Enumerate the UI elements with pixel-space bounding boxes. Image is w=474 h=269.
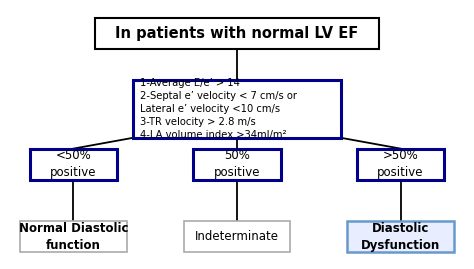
FancyBboxPatch shape: [347, 221, 454, 252]
Text: 50%
positive: 50% positive: [214, 149, 260, 179]
Text: Indeterminate: Indeterminate: [195, 230, 279, 243]
FancyBboxPatch shape: [95, 18, 379, 49]
FancyBboxPatch shape: [20, 221, 127, 252]
Text: <50%
positive: <50% positive: [50, 149, 97, 179]
Text: Diastolic
Dysfunction: Diastolic Dysfunction: [361, 222, 440, 252]
FancyBboxPatch shape: [184, 221, 290, 252]
FancyBboxPatch shape: [133, 80, 341, 138]
FancyBboxPatch shape: [193, 148, 281, 180]
FancyBboxPatch shape: [356, 148, 444, 180]
Text: >50%
positive: >50% positive: [377, 149, 424, 179]
FancyBboxPatch shape: [29, 148, 117, 180]
Text: Normal Diastolic
function: Normal Diastolic function: [18, 222, 128, 252]
Text: 1-Average E/e’ > 14
2-Septal e’ velocity < 7 cm/s or
Lateral e’ velocity <10 cm/: 1-Average E/e’ > 14 2-Septal e’ velocity…: [140, 77, 297, 140]
Text: In patients with normal LV EF: In patients with normal LV EF: [115, 26, 359, 41]
